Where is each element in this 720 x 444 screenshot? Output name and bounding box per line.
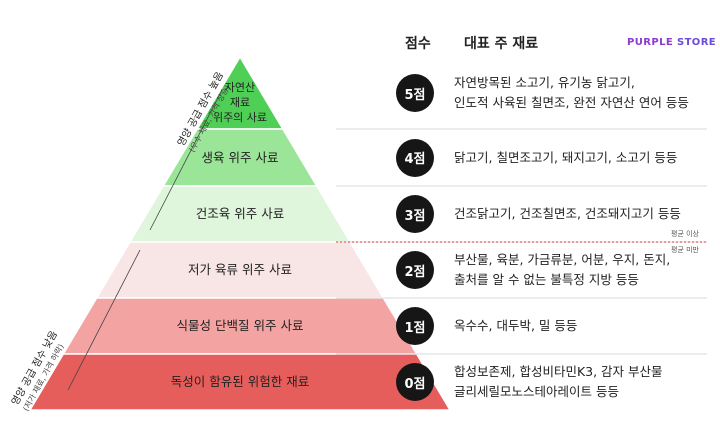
ingredients-column-header: 대표 주 재료 — [464, 36, 539, 52]
ingredients-3-line-0: 부산물, 육분, 가금류분, 어분, 우지, 돈지, — [454, 252, 671, 267]
ingredients-1-line-0: 닭고기, 칠면조고기, 돼지고기, 소고기 등등 — [454, 149, 678, 165]
tier-label-0-line-1: 재료 — [229, 95, 251, 109]
tier-label-5-line-0: 독성이 함유된 위험한 재료 — [170, 374, 310, 389]
tier-label-0-line-0: 자연산 — [224, 80, 256, 94]
tier-label-2-line-0: 건조육 위주 사료 — [195, 206, 285, 221]
ingredients-5-line-0: 합성보존제, 합성비타민K3, 감자 부산물 — [454, 364, 663, 379]
score-column-header: 점수 — [405, 36, 431, 52]
score-badge-5: 0점 — [396, 363, 434, 401]
brand-logo-main: PURPLE — [627, 37, 674, 48]
score-badge-0: 5점 — [396, 74, 434, 112]
tier-label-5: 독성이 함유된 위험한 재료 — [171, 374, 309, 390]
tier-label-4: 식물성 단백질 위주 사료 — [177, 318, 304, 334]
side-arrow-down — [67, 249, 141, 391]
side-arrow-up — [149, 89, 223, 231]
tier-label-1: 생육 위주 사료 — [202, 150, 279, 166]
score-badge-3: 2점 — [396, 251, 434, 289]
brand-logo: PURPLE STORE — [627, 37, 716, 48]
ingredients-2-line-0: 건조닭고기, 건조칠면조, 건조돼지고기 등등 — [454, 206, 681, 221]
tier-label-4-line-0: 식물성 단백질 위주 사료 — [176, 318, 304, 333]
score-badge-2: 3점 — [396, 195, 434, 233]
ingredients-4-line-0: 옥수수, 대두박, 밀 등등 — [454, 318, 578, 333]
average-above-label: 평균 이상 — [671, 230, 699, 238]
score-badge-1: 4점 — [396, 138, 434, 177]
ingredients-0-line-0: 자연방목된 소고기, 유기농 닭고기, — [454, 75, 635, 90]
ingredients-4: 옥수수, 대두박, 밀 등등 — [454, 316, 577, 336]
tier-label-0: 자연산 재료 위주의 사료 — [213, 80, 267, 125]
tier-label-1-line-0: 생육 위주 사료 — [201, 149, 279, 165]
score-badge-4: 1점 — [396, 307, 434, 345]
ingredients-0: 자연방목된 소고기, 유기농 닭고기, 인도적 사육된 칠면조, 완전 자연산 연… — [454, 73, 689, 113]
ingredients-2: 건조닭고기, 건조칠면조, 건조돼지고기 등등 — [454, 204, 681, 224]
tier-label-2: 건조육 위주 사료 — [196, 206, 284, 222]
tier-label-3-line-0: 저가 육류 위주 사료 — [188, 262, 292, 277]
tier-label-0-line-2: 위주의 사료 — [212, 110, 268, 124]
ingredients-5-line-1: 글리세릴모노스테아레이트 등등 — [454, 384, 619, 399]
pyramid-tier-5 — [28, 353, 452, 411]
tier-label-3: 저가 육류 위주 사료 — [188, 262, 292, 278]
ingredients-3: 부산물, 육분, 가금류분, 어분, 우지, 돈지, 출처를 알 수 없는 불특정… — [454, 250, 670, 290]
average-below-label: 평균 미만 — [671, 246, 699, 254]
ingredients-0-line-1: 인도적 사육된 칠면조, 완전 자연산 연어 등등 — [454, 95, 689, 110]
ingredients-1: 닭고기, 칠면조고기, 돼지고기, 소고기 등등 — [454, 148, 677, 168]
brand-logo-rest: STORE — [673, 37, 717, 48]
ingredients-3-line-1: 출처를 알 수 없는 불특정 지방 등등 — [454, 272, 639, 287]
